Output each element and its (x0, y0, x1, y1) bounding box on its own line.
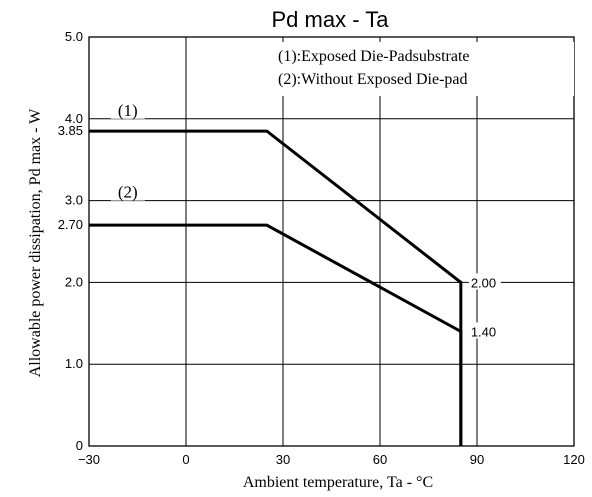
x-tick-label: −30 (78, 452, 100, 467)
annotation-bg (110, 100, 145, 119)
x-tick-label: 0 (182, 452, 189, 467)
y-tick-label-extra: 2.70 (58, 217, 83, 232)
grid (89, 37, 574, 446)
series-line (89, 223, 463, 446)
legend-background (272, 42, 574, 96)
y-tick-label: 0 (76, 438, 83, 453)
y-axis-label: Allowable power dissipation, Pd max - W (27, 108, 44, 377)
legend-line-1: (1):Exposed Die-Padsubstrate (278, 48, 470, 65)
annotation-bg (468, 273, 501, 290)
x-axis-label: Ambient temperature, Ta - °C (243, 474, 433, 491)
y-tick-label: 4.0 (65, 111, 83, 126)
y-tick-label: 1.0 (65, 356, 83, 371)
x-tick-label: 30 (276, 452, 290, 467)
axis-frame (88, 36, 575, 447)
series-tag-label: (1) (118, 101, 138, 120)
series-line (89, 129, 463, 446)
x-tick-labels: −30 0 30 60 90 120 (78, 452, 585, 467)
plot-frame (88, 36, 575, 447)
y-tick-label-extra: 3.85 (58, 123, 83, 138)
y-tick-label: 3.0 (65, 193, 83, 208)
y-tick-label: 5.0 (65, 29, 83, 44)
series-tag-label: (2) (118, 183, 138, 202)
value-annotation: 1.40 (471, 324, 496, 339)
annotations: (1) (2) 2.00 1.40 (110, 100, 501, 339)
value-annotation: 2.00 (471, 275, 496, 290)
annotation-bg (468, 322, 501, 339)
chart-title: Pd max - Ta (272, 7, 390, 32)
series-lines (89, 129, 463, 446)
y-tick-labels: 0 1.0 2.0 3.0 4.0 5.0 3.85 2.70 (58, 29, 83, 453)
y-tick-label: 2.0 (65, 274, 83, 289)
x-tick-label: 60 (373, 452, 387, 467)
x-tick-label: 120 (563, 452, 585, 467)
legend-line-2: (2):Without Exposed Die-pad (278, 71, 468, 88)
annotation-bg (110, 182, 145, 201)
x-tick-label: 90 (470, 452, 484, 467)
